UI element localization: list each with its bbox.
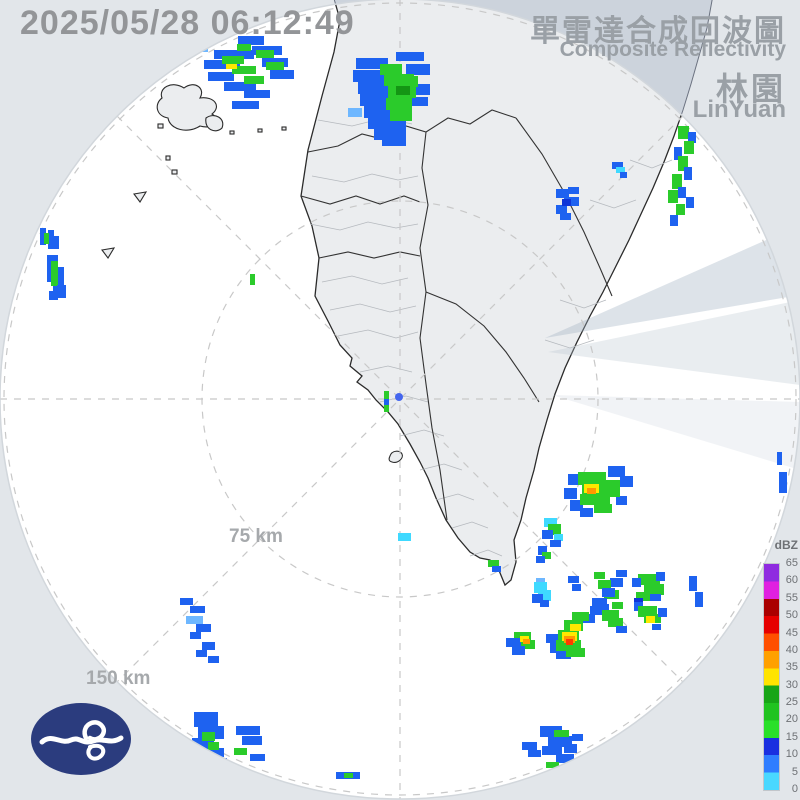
timestamp: 2025/05/28 06:12:49 [20, 4, 355, 42]
dbz-tick: 55 [785, 591, 798, 604]
cwb-logo [31, 703, 131, 775]
county-borders [300, 109, 613, 521]
station-name-zh: 林園 [715, 71, 786, 107]
radar-site-marker [395, 393, 403, 401]
beam-blockage-wedges [545, 225, 800, 470]
dbz-tick: 5 [791, 765, 798, 778]
dbz-tick: 15 [785, 730, 798, 743]
dbz-tick: 30 [785, 678, 798, 691]
township-borders [309, 117, 673, 557]
dbz-tick: 25 [785, 696, 798, 709]
dbz-colorbar: dBZ 65 60 55 50 45 40 35 30 25 20 15 10 5 0 [755, 538, 800, 800]
product-title-en: Composite Reflectivity [559, 38, 786, 61]
range-ring-label-75km: 75 km [229, 526, 283, 547]
station-name-en: LinYuan [692, 96, 786, 123]
liuqiu-island [388, 450, 403, 463]
dbz-tick: 40 [785, 643, 798, 656]
product-title-zh: 單雷達合成回波圖 [530, 15, 786, 48]
dbz-tick: 35 [785, 661, 798, 674]
radar-echoes [40, 36, 787, 779]
dbz-tick: 0 [791, 783, 798, 795]
dbz-unit-label: dBZ [774, 538, 798, 552]
dbz-tick: 10 [785, 748, 798, 761]
dbz-tick: 60 [785, 574, 798, 587]
range-ring-label-150km: 150 km [86, 668, 151, 689]
dbz-tick: 20 [785, 713, 798, 726]
dbz-tick: 65 [785, 557, 798, 569]
dbz-tick: 50 [785, 609, 798, 622]
dbz-tick: 45 [785, 626, 798, 639]
dbz-color-scale [763, 563, 780, 791]
